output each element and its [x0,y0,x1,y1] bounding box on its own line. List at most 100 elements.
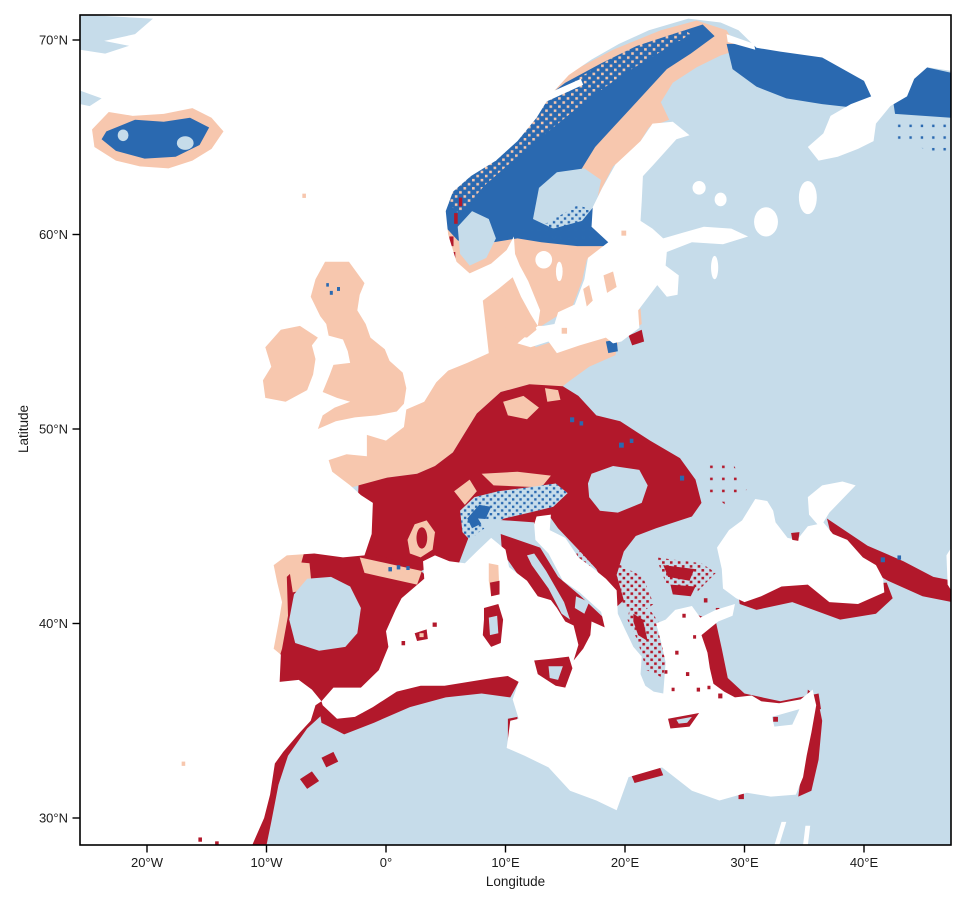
x-tick-20e: 20°E [611,855,640,870]
sea-baltic [517,121,749,354]
red-stara-planina [663,565,695,581]
island-corsica [488,563,500,597]
red-dot-thrace-1 [703,598,708,603]
sea-atlantic-arctic [80,15,951,845]
blue-dot-caucasus-1 [880,557,885,563]
speckle-scandes-east [505,205,621,241]
sea-gulf-of-suez [774,821,787,845]
island-crete [668,712,700,729]
red-morocco-atlantic [252,703,327,845]
red-italy [500,534,612,675]
sea-caspian-notch [946,548,951,591]
blue-dot-caucasus-2 [897,555,902,560]
salmon-dot-faroe [302,193,306,198]
lake-ladoga [754,207,778,237]
lightblue-meseta [289,576,361,651]
island-canary-2 [215,841,219,845]
island-bornholm [561,327,568,334]
x-axis-labels: 20°W 10°W 0° 10°E 20°E 30°E 40°E [131,855,878,870]
blue-dot-pyrenees-3 [406,566,410,571]
blue-dot-tatras-2 [629,438,634,444]
lightblue-po-valley [478,518,535,533]
island-cyprus [771,709,800,727]
red-speck-norway-1 [449,236,454,247]
x-tick-20w: 20°W [131,855,164,870]
sea-gulf-of-aqaba [803,825,811,845]
blue-dot-scotland-2 [337,287,340,291]
sea-lofoten-sliver-1 [531,57,578,83]
salmon-patch-germany-2 [544,388,561,402]
y-tick-40n: 40°N [39,616,68,631]
blue-dot-pyrenees-2 [396,565,401,570]
blue-dot-pyrenees-1 [388,567,392,572]
lake-finland-2 [714,192,727,207]
blue-dot-scotland-3 [326,283,329,287]
island-canary-1 [198,837,202,842]
blue-scandes [443,24,715,247]
speckle-scandes-west [444,26,691,216]
blue-kanin [892,67,951,118]
island-ireland [262,325,318,402]
sea-lofoten-sliver-2 [541,78,584,103]
salmon-north-alps [481,471,551,488]
island-madeira [181,761,186,766]
island-oland [583,285,593,307]
y-tick-60n: 60°N [39,227,68,242]
red-massif-core [416,527,428,549]
island-zealand-funen [505,318,537,338]
lightblue-apennines [527,553,571,620]
blue-dot-sudetes-2 [579,421,584,426]
island-sicily [534,656,573,688]
red-atlas-patch-1 [299,771,320,789]
blue-kola [726,43,879,109]
sea-varanger-fjord [726,34,756,50]
red-maghreb-coast [319,672,520,735]
lake-finland-1 [692,181,706,195]
plot-frame [79,14,952,846]
greenland-wedge-2 [80,36,130,54]
red-speck-norway-2 [454,213,458,224]
x-tick-30e: 30°E [730,855,759,870]
red-speck-norway-3 [458,197,463,207]
y-tick-70n: 70°N [39,33,68,48]
island-aland [621,230,627,236]
blue-dot-sudetes [570,417,575,423]
island-great-britain [310,261,407,429]
sea-black [717,481,885,605]
lake-peipus [711,255,719,280]
x-axis-title: Longitude [486,874,545,889]
y-tick-50n: 50°N [39,422,68,437]
blue-dot-scotland-1 [329,290,333,295]
blue-dot-carpathia [679,475,685,481]
x-tick-0: 0° [380,855,392,870]
salmon-patch-germany-1 [503,395,539,420]
y-axis [72,39,80,819]
iceland-lightblue-patch [176,136,194,150]
red-caucasus [826,518,951,602]
red-dot-egypt [738,793,744,800]
speckle-moldova [703,456,750,507]
greenland-wedge-1 [80,15,153,42]
salmon-jura [454,479,477,505]
y-tick-30n: 30°N [39,811,68,826]
speckle-arkhangelsk [893,117,951,157]
island-gotland [603,271,617,293]
y-axis-title: Latitude [16,405,31,453]
island-rhodes [718,693,723,699]
red-pindus [633,613,648,642]
islands-balearic [401,622,437,646]
map-canvas [80,15,951,845]
x-tick-10e: 10°E [491,855,520,870]
island-sardinia [482,604,504,647]
aegean-island-specks [664,613,711,692]
blue-dot-tatras [619,442,624,448]
x-axis [146,845,865,853]
lake-vanern [535,251,553,269]
y-axis-labels: 70°N 60°N 50°N 40°N 30°N [39,33,68,826]
red-crimea-tip [791,532,800,541]
iceland-lightblue-patch-2 [117,129,129,142]
red-turkey-west-south [694,613,821,715]
x-tick-10w: 10°W [251,855,284,870]
red-atlas-patch-2 [321,751,339,768]
red-rhodope [670,584,696,597]
